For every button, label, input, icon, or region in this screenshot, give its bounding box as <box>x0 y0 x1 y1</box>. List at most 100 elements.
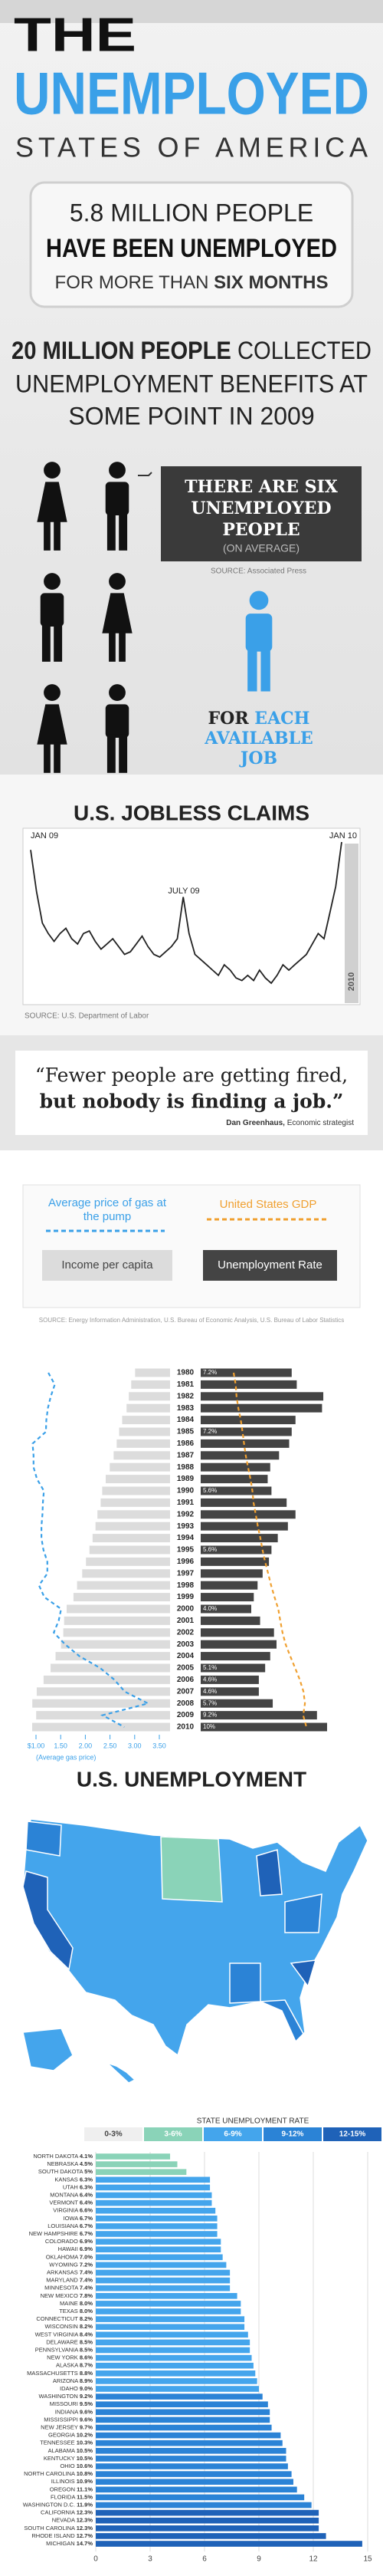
unemployment-bar <box>201 1628 274 1637</box>
value-label: 11.9% <box>77 2501 93 2508</box>
year-label: 1982 <box>177 1392 195 1400</box>
bar <box>96 2285 231 2291</box>
benefits-line1-b: COLLECTED <box>237 337 372 364</box>
state-name: IOWA <box>63 2215 78 2222</box>
quote-line1: “Fewer people are getting fired, <box>35 1064 348 1087</box>
value-label: 10.5% <box>77 2455 93 2462</box>
state-name: WYOMING <box>49 2261 78 2268</box>
category-label: ARIZONA 8.9% <box>53 2377 93 2384</box>
value-label: 6.6% <box>80 2207 93 2214</box>
value-label: 7.2% <box>203 1369 217 1376</box>
income-bar <box>61 1640 171 1649</box>
income-bar <box>86 1557 170 1566</box>
value-label: 9.2% <box>203 1712 217 1719</box>
value-label: 8.5% <box>80 2346 93 2353</box>
state-name: INDIANA <box>55 2408 78 2415</box>
category-label: GEORGIA 10.2% <box>48 2432 93 2439</box>
job-each: EACH <box>254 709 309 729</box>
category-label: WASHINGTON D.C. 11.9% <box>23 2501 93 2508</box>
annotation: JULY 09 <box>168 887 199 896</box>
region-shape <box>22 1870 74 1971</box>
category-label: NEW YORK 8.6% <box>47 2354 93 2361</box>
category-label: TEXAS 8.0% <box>59 2308 93 2314</box>
state-name: NORTH DAKOTA <box>33 2153 78 2160</box>
bar <box>96 2401 268 2407</box>
year-label: 2010 <box>177 1723 195 1732</box>
income-bar <box>97 1510 170 1519</box>
value-label: 8.2% <box>80 2323 93 2330</box>
bar <box>96 2448 286 2454</box>
year-label: 1990 <box>177 1487 195 1495</box>
value-label: 10.6% <box>77 2462 93 2469</box>
category-label: SOUTH CAROLINA 12.3% <box>24 2525 93 2532</box>
legend-swatch <box>144 2127 202 2141</box>
state-name: SOUTH DAKOTA <box>38 2168 83 2175</box>
annotation: JAN 09 <box>31 831 58 841</box>
income-bar <box>92 1534 170 1543</box>
bar <box>96 2293 237 2299</box>
region-shape <box>260 1999 304 2043</box>
state-name: CALIFORNIA <box>41 2509 75 2516</box>
income-bar <box>106 1475 170 1484</box>
category-label: UTAH 6.3% <box>63 2183 93 2190</box>
income-bar <box>82 1569 170 1578</box>
legend-box <box>22 1184 361 1308</box>
state-name: GEORGIA <box>48 2432 75 2439</box>
year-label: 1991 <box>177 1499 195 1507</box>
year-label: 2000 <box>177 1605 195 1614</box>
year-label: 2001 <box>177 1617 195 1625</box>
state-name: DELAWARE <box>46 2338 78 2345</box>
region-shape <box>256 1849 283 1897</box>
x-tick-label: 3 <box>148 2555 152 2564</box>
bar <box>96 2424 272 2431</box>
value-label: 10% <box>203 1723 215 1730</box>
bar <box>96 2184 211 2191</box>
bar <box>96 2456 286 2462</box>
bar <box>96 2216 218 2222</box>
gas-axis-label: (Average gas price) <box>36 1753 96 1761</box>
state-name: ILLINOIS <box>51 2478 75 2485</box>
state-name: NEBRASKA <box>47 2160 78 2167</box>
category-label: KENTUCKY 10.5% <box>44 2455 93 2462</box>
value-label: 7.0% <box>80 2253 93 2260</box>
header-line3: STATES OF AMERICA <box>15 132 368 163</box>
income-bar <box>122 1416 170 1425</box>
year-label: 2007 <box>177 1687 195 1696</box>
unemployment-bar <box>201 1711 317 1720</box>
category-label: FLORIDA 11.5% <box>51 2493 93 2500</box>
year-label: 1983 <box>177 1404 195 1413</box>
bar <box>96 2378 257 2384</box>
ratio-line2: UNEMPLOYED <box>191 498 331 518</box>
state-name: PENNSYLVANIA <box>35 2346 78 2353</box>
year-label: 1994 <box>177 1534 195 1542</box>
unemployment-bar <box>201 1581 258 1590</box>
income-bar <box>64 1616 170 1625</box>
value-label: 4.0% <box>203 1605 217 1612</box>
income-bar <box>51 1663 171 1673</box>
income-bar <box>116 1439 170 1448</box>
timeline-source: SOURCE: Energy Information Administratio… <box>39 1317 344 1324</box>
state-name: MICHIGAN <box>46 2540 75 2547</box>
year-label: 2009 <box>177 1711 195 1719</box>
stat-line2: HAVE BEEN UNEMPLOYED <box>46 234 337 263</box>
x-tick-label: 0 <box>93 2555 98 2564</box>
state-name: KANSAS <box>54 2176 77 2183</box>
stat-line3-b: SIX MONTHS <box>214 272 328 293</box>
income-bar <box>131 1380 170 1389</box>
legend-label: 6-9% <box>224 2130 241 2139</box>
year-label: 1981 <box>177 1380 195 1389</box>
quote-role: Economic strategist <box>287 1119 354 1127</box>
job-line1: FOR EACH <box>208 709 310 729</box>
unemployment-bar <box>201 1640 277 1649</box>
header-line1: THE <box>14 8 136 61</box>
state-name: VIRGINIA <box>53 2207 78 2214</box>
region-shape <box>284 1893 322 1933</box>
unemployment-bar <box>201 1522 288 1531</box>
category-label: ALASKA 8.7% <box>56 2362 93 2369</box>
value-label: 10.2% <box>77 2432 93 2439</box>
benefits-line2: UNEMPLOYMENT BENEFITS AT <box>15 370 368 397</box>
value-label: 5.7% <box>203 1699 217 1706</box>
bar <box>96 2370 256 2377</box>
unemployment-bar <box>201 1616 260 1625</box>
income-bar <box>95 1522 170 1531</box>
